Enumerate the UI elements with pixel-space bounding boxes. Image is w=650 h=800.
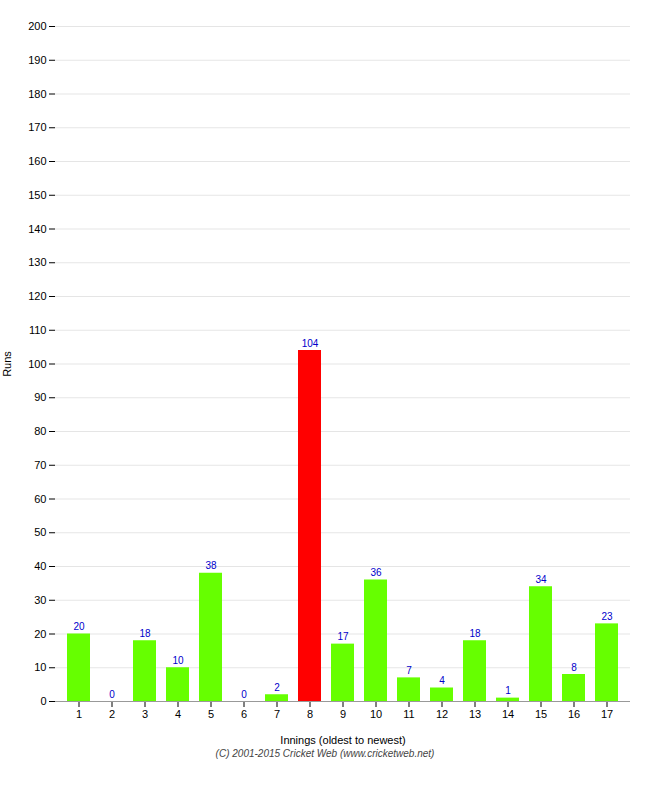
svg-text:36: 36 bbox=[370, 567, 382, 578]
svg-text:16: 16 bbox=[568, 708, 580, 720]
svg-text:180: 180 bbox=[28, 88, 46, 100]
svg-text:160: 160 bbox=[28, 155, 46, 167]
svg-text:30: 30 bbox=[34, 594, 46, 606]
svg-text:120: 120 bbox=[28, 290, 46, 302]
svg-text:11: 11 bbox=[403, 708, 414, 720]
svg-text:70: 70 bbox=[34, 459, 46, 471]
svg-text:130: 130 bbox=[28, 256, 46, 268]
svg-text:8: 8 bbox=[307, 708, 313, 720]
svg-text:13: 13 bbox=[469, 708, 481, 720]
svg-text:2: 2 bbox=[109, 708, 115, 720]
svg-text:2: 2 bbox=[274, 682, 280, 693]
svg-text:17: 17 bbox=[601, 708, 613, 720]
svg-text:20: 20 bbox=[34, 628, 46, 640]
svg-text:4: 4 bbox=[175, 708, 181, 720]
svg-text:7: 7 bbox=[274, 708, 280, 720]
svg-text:0: 0 bbox=[109, 689, 115, 700]
svg-text:60: 60 bbox=[34, 493, 46, 505]
svg-text:104: 104 bbox=[302, 338, 319, 349]
svg-text:170: 170 bbox=[28, 121, 46, 133]
svg-text:17: 17 bbox=[337, 631, 349, 642]
svg-text:8: 8 bbox=[571, 662, 577, 673]
svg-text:200: 200 bbox=[28, 20, 46, 32]
svg-text:5: 5 bbox=[208, 708, 214, 720]
svg-text:0: 0 bbox=[40, 695, 46, 707]
svg-text:90: 90 bbox=[34, 391, 46, 403]
svg-text:9: 9 bbox=[340, 708, 346, 720]
svg-text:Runs: Runs bbox=[1, 351, 13, 377]
svg-text:15: 15 bbox=[535, 708, 547, 720]
svg-text:10: 10 bbox=[34, 661, 46, 673]
svg-text:10: 10 bbox=[370, 708, 382, 720]
svg-text:80: 80 bbox=[34, 425, 46, 437]
svg-text:18: 18 bbox=[469, 628, 481, 639]
svg-text:38: 38 bbox=[205, 560, 217, 571]
svg-text:12: 12 bbox=[436, 708, 448, 720]
svg-text:20: 20 bbox=[73, 621, 85, 632]
svg-text:110: 110 bbox=[29, 324, 47, 336]
svg-text:40: 40 bbox=[34, 560, 46, 572]
svg-text:23: 23 bbox=[601, 611, 613, 622]
svg-text:100: 100 bbox=[28, 358, 46, 370]
svg-text:0: 0 bbox=[241, 689, 247, 700]
svg-text:1: 1 bbox=[76, 708, 82, 720]
svg-text:4: 4 bbox=[439, 675, 445, 686]
html-text:(C) 2001-2015 Cricket Web (www: (C) 2001-2015 Cricket Web (www.cricketwe… bbox=[215, 748, 435, 759]
svg-text:34: 34 bbox=[535, 574, 547, 585]
svg-text:3: 3 bbox=[142, 708, 148, 720]
svg-text:14: 14 bbox=[502, 708, 514, 720]
svg-text:190: 190 bbox=[28, 54, 46, 66]
svg-text:Innings (oldest to newest): Innings (oldest to newest) bbox=[280, 734, 405, 746]
svg-text:6: 6 bbox=[241, 708, 247, 720]
svg-text:150: 150 bbox=[28, 189, 46, 201]
svg-text:18: 18 bbox=[139, 628, 151, 639]
svg-text:10: 10 bbox=[172, 655, 184, 666]
svg-text:50: 50 bbox=[34, 526, 46, 538]
svg-text:1: 1 bbox=[505, 685, 511, 696]
svg-text:7: 7 bbox=[406, 665, 412, 676]
svg-text:140: 140 bbox=[28, 223, 46, 235]
